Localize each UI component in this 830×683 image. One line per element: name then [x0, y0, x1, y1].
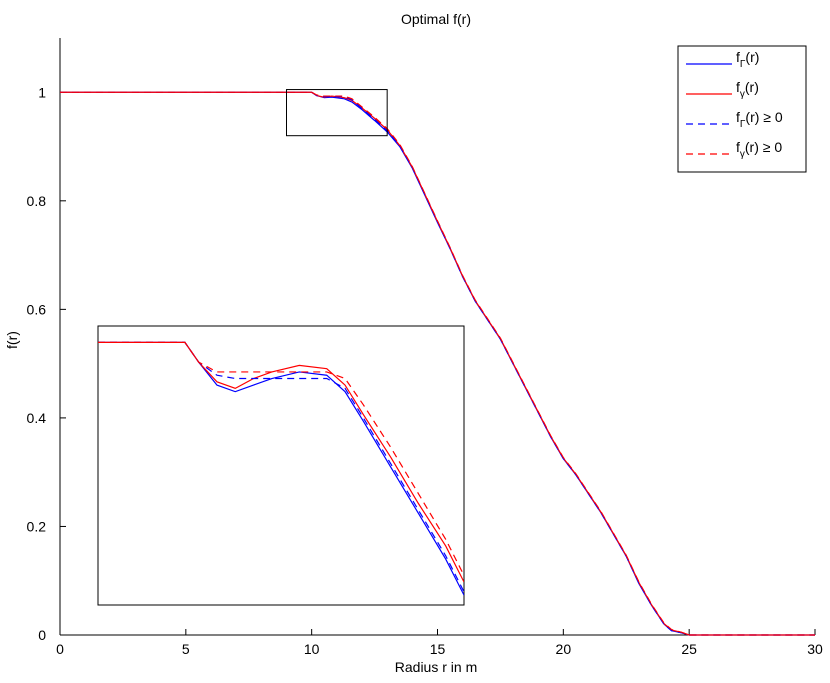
x-tick-label: 10	[304, 641, 320, 657]
x-tick-label: 20	[556, 641, 572, 657]
x-tick-label: 30	[807, 641, 823, 657]
legend-entry-label: fΓ(r)	[736, 49, 759, 70]
inset-frame	[97, 325, 465, 606]
y-tick-label: 0.8	[27, 193, 47, 209]
series-line-4	[60, 91, 815, 636]
y-tick-label: 0.2	[27, 518, 47, 534]
y-axis-label: f(r)	[4, 331, 20, 349]
plot-ticks: 0 5 10 15 20 25 30 0 0.2 0.4 0.6 0.8 1	[27, 84, 823, 657]
inset-series-line-3	[98, 341, 464, 593]
x-axis-label: Radius r in m	[395, 659, 477, 675]
inset-series-line-2	[98, 341, 464, 583]
zoom-region-box	[286, 89, 388, 137]
legend-frame	[677, 45, 807, 173]
plot-lines	[60, 91, 815, 636]
x-tick-label: 5	[182, 641, 190, 657]
x-tick-label: 25	[681, 641, 697, 657]
inset-plot	[97, 325, 465, 606]
y-tick-label: 1	[38, 84, 46, 100]
y-tick-label: 0.4	[27, 410, 47, 426]
legend-entry-label: fΓ(r) ≥ 0	[736, 109, 783, 130]
legend-entry-label: fγ(r)	[736, 79, 759, 100]
inset-series-line-1	[98, 341, 464, 596]
legend: fΓ(r) fγ(r) fΓ(r) ≥ 0 fγ(r) ≥ 0	[677, 45, 807, 173]
x-tick-label: 0	[56, 641, 64, 657]
x-tick-label: 15	[430, 641, 446, 657]
legend-entry-label: fγ(r) ≥ 0	[736, 139, 782, 160]
zoom-rect	[286, 89, 388, 137]
chart-title: Optimal f(r)	[401, 11, 471, 27]
y-tick-label: 0.6	[27, 301, 47, 317]
inset-lines	[98, 341, 464, 596]
y-tick-label: 0	[38, 627, 46, 643]
